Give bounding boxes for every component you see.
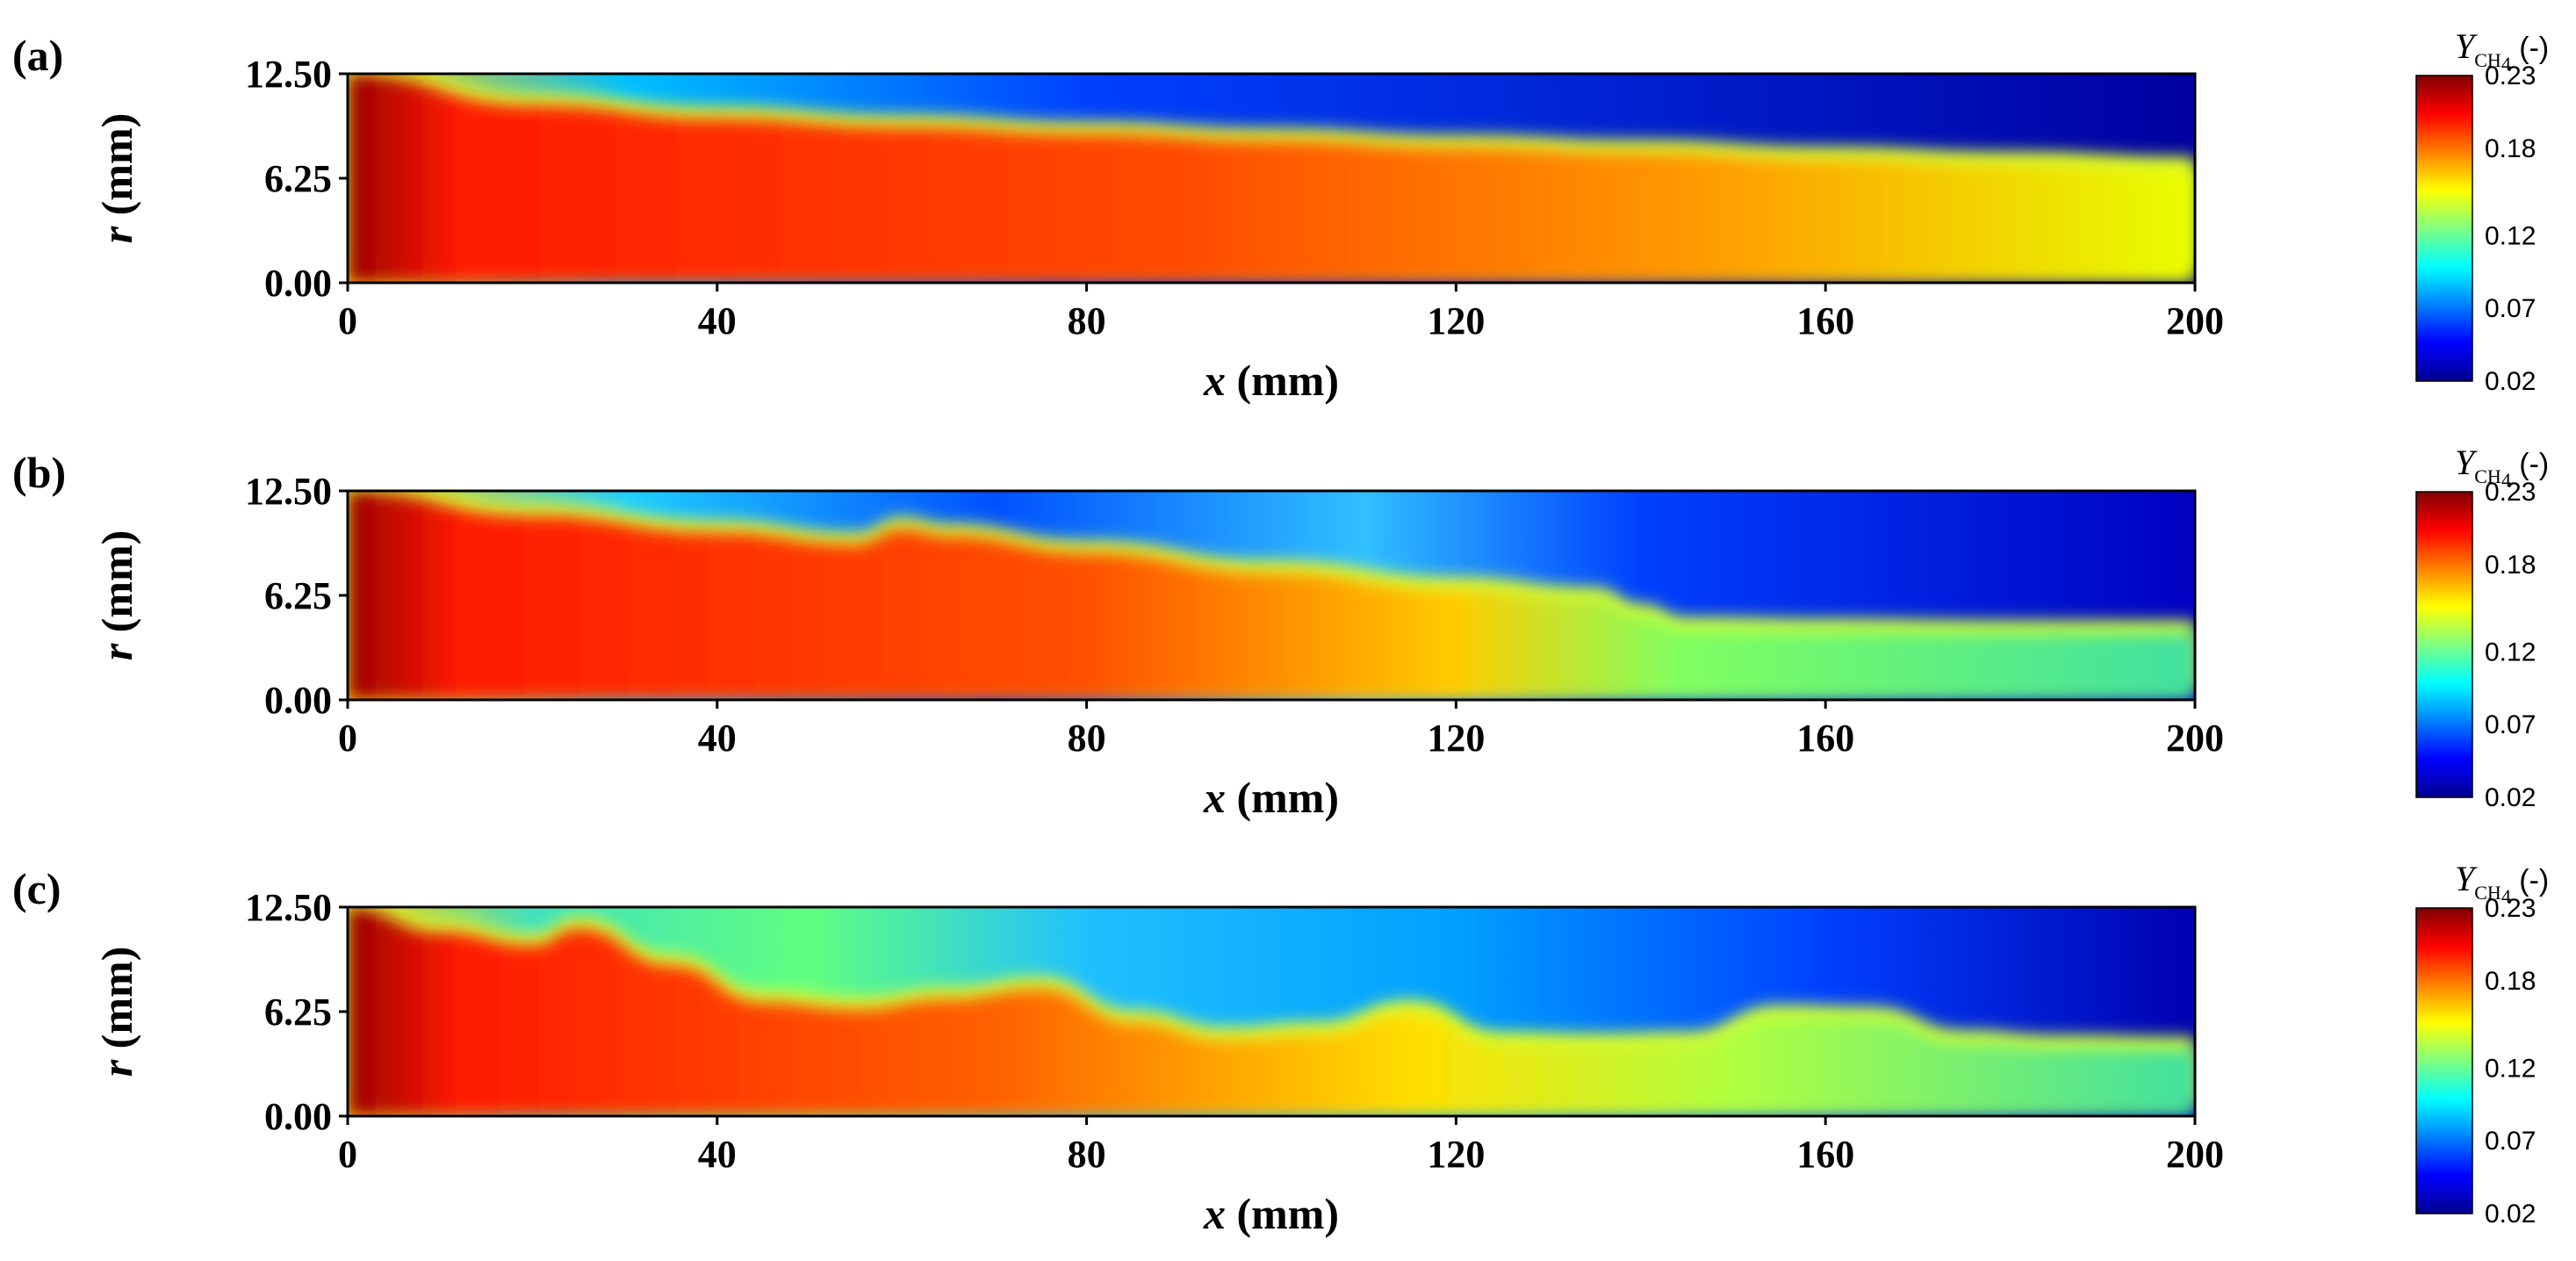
colorbar-tick-label: 0.07 [2485, 1127, 2536, 1156]
x-tick-label: 80 [1068, 299, 1106, 342]
x-axis-label: x (mm) [1203, 356, 1339, 405]
colorbar-gradient [2415, 491, 2473, 798]
x-tick-label: 0 [338, 717, 357, 760]
x-tick-label: 200 [2166, 717, 2224, 760]
panel-3: (c) 0 40 80 120 160 200 0.00 6.25 12.50 x (mm) r (m… [12, 859, 2549, 1238]
colorbar-tick-label: 0.02 [2485, 1200, 2536, 1229]
colorbar-tick-label: 0.23 [2485, 478, 2536, 507]
colorbar-tick-label: 0.18 [2485, 134, 2536, 163]
y-tick-label: 0.00 [264, 262, 332, 305]
colorbar: 0.23 0.18 0.12 0.07 0.02 YCH4 (-) [2415, 26, 2549, 396]
colorbar-tick-label: 0.12 [2485, 1054, 2536, 1083]
x-tick-label: 0 [338, 1133, 357, 1176]
colorbar-tick-label: 0.02 [2485, 367, 2536, 396]
x-tick-label: 160 [1796, 1133, 1854, 1176]
colorbar-title: YCH4 (-) [2455, 26, 2549, 75]
colorbar-tick-label: 0.07 [2485, 710, 2536, 739]
y-tick-label: 6.25 [264, 574, 332, 617]
panel-label: (a) [12, 31, 63, 80]
x-tick-label: 40 [698, 299, 737, 342]
jet-core-region [348, 74, 2195, 283]
colorbar-tick-label: 0.02 [2485, 783, 2536, 812]
y-tick-label: 6.25 [264, 157, 332, 200]
panel-label: (b) [12, 448, 66, 497]
y-axis-label: r (mm) [92, 113, 141, 244]
y-axis-label: r (mm) [92, 530, 141, 661]
colorbar-gradient [2415, 907, 2473, 1214]
colorbar-tick-label: 0.12 [2485, 221, 2536, 250]
ych4-field [348, 491, 2195, 700]
y-tick-label: 12.50 [245, 886, 332, 929]
x-axis-label: x (mm) [1203, 773, 1339, 822]
x-tick-label: 160 [1796, 299, 1854, 342]
colorbar-tick-label: 0.18 [2485, 967, 2536, 996]
x-tick-label: 0 [338, 299, 357, 342]
colorbar-tick-label: 0.07 [2485, 294, 2536, 323]
x-tick-label: 120 [1427, 299, 1485, 342]
x-tick-label: 120 [1427, 1133, 1485, 1176]
x-tick-label: 80 [1068, 1133, 1106, 1176]
y-tick-label: 0.00 [264, 679, 332, 722]
jet-core-region [348, 907, 2195, 1116]
y-tick-label: 6.25 [264, 991, 332, 1034]
panel-label: (c) [12, 864, 61, 913]
colorbar-tick-label: 0.18 [2485, 551, 2536, 580]
colorbar: 0.23 0.18 0.12 0.07 0.02 YCH4 (-) [2415, 443, 2549, 812]
colorbar-gradient [2415, 75, 2473, 382]
colorbar-title: YCH4 (-) [2455, 443, 2549, 491]
x-tick-label: 200 [2166, 1133, 2224, 1176]
x-tick-label: 160 [1796, 717, 1854, 760]
colorbar-tick-label: 0.23 [2485, 894, 2536, 923]
colorbar-title: YCH4 (-) [2455, 859, 2549, 907]
y-tick-label: 12.50 [245, 470, 332, 513]
y-tick-label: 12.50 [245, 53, 332, 96]
x-tick-label: 40 [698, 717, 737, 760]
jet-core-region [348, 491, 2195, 700]
x-tick-label: 40 [698, 1133, 737, 1176]
x-tick-label: 120 [1427, 717, 1485, 760]
ych4-field [348, 907, 2195, 1116]
ych4-field [348, 74, 2195, 283]
panel-2: (b) 0 40 80 120 160 200 0.00 6.25 12.50 x (mm) r (m… [12, 443, 2549, 822]
colorbar: 0.23 0.18 0.12 0.07 0.02 YCH4 (-) [2415, 859, 2549, 1229]
x-tick-label: 80 [1068, 717, 1106, 760]
colorbar-tick-label: 0.12 [2485, 638, 2536, 667]
y-tick-label: 0.00 [264, 1095, 332, 1138]
panel-1: (a) 0 40 80 120 160 200 0.00 6.25 12.50 x (mm) r (m… [12, 26, 2549, 405]
colorbar-tick-label: 0.23 [2485, 61, 2536, 90]
x-tick-label: 200 [2166, 299, 2224, 342]
x-axis-label: x (mm) [1203, 1189, 1339, 1238]
y-axis-label: r (mm) [92, 947, 141, 1077]
